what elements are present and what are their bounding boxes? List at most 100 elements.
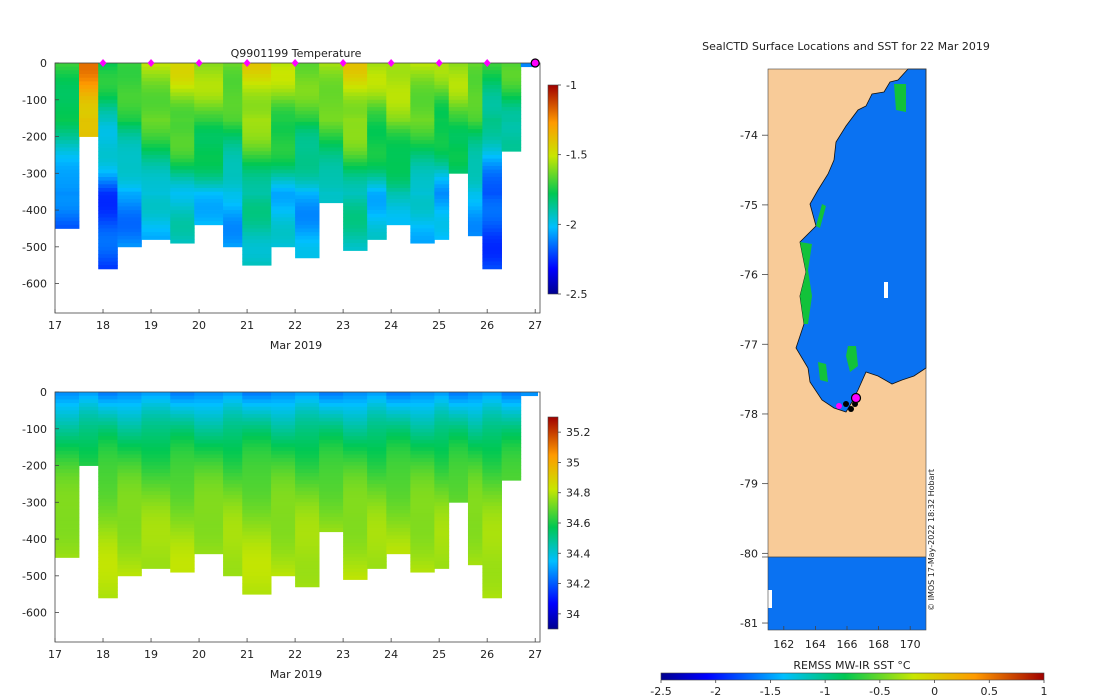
- heatmap-cell: [448, 439, 469, 444]
- heatmap-cell: [117, 425, 142, 430]
- heatmap-cell: [367, 232, 387, 237]
- heatmap-cell: [434, 513, 450, 518]
- heatmap-cell: [55, 63, 80, 68]
- y-tick-label: -200: [22, 460, 47, 473]
- heatmap-cell: [343, 472, 368, 477]
- heatmap-cell: [367, 66, 387, 71]
- heatmap-cell: [367, 531, 387, 536]
- heatmap-cell: [141, 439, 171, 444]
- heatmap-cell: [223, 546, 243, 551]
- heatmap-cell: [141, 561, 171, 566]
- heatmap-cell: [434, 162, 450, 167]
- heatmap-cell: [386, 472, 411, 477]
- heatmap-cell: [319, 173, 344, 178]
- heatmap-cell: [242, 257, 272, 262]
- heatmap-cell: [482, 96, 502, 101]
- heatmap-cell: [242, 472, 272, 477]
- heatmap-cell: [98, 228, 118, 233]
- heatmap-cell: [170, 228, 195, 233]
- heatmap-cell: [295, 414, 320, 419]
- colorbar-tick-label: 35.2: [566, 426, 591, 439]
- heatmap-cell: [79, 410, 99, 415]
- x-tick-label: 27: [528, 648, 542, 661]
- heatmap-cell: [467, 557, 483, 562]
- heatmap-cell: [117, 195, 142, 200]
- heatmap-cell: [170, 524, 195, 529]
- heatmap-cell: [271, 399, 296, 404]
- heatmap-cell: [194, 395, 224, 400]
- heatmap-cell: [501, 114, 522, 119]
- heatmap-cell: [223, 436, 243, 441]
- heatmap-cell: [79, 458, 99, 463]
- heatmap-cell: [319, 136, 344, 141]
- heatmap-cell: [98, 502, 118, 507]
- heatmap-cell: [434, 202, 450, 207]
- heatmap-cell: [343, 132, 368, 137]
- heatmap-cell: [367, 487, 387, 492]
- heatmap-cell: [194, 125, 224, 130]
- heatmap-cell: [242, 586, 272, 591]
- heatmap-cell: [434, 561, 450, 566]
- heatmap-cell: [367, 476, 387, 481]
- heatmap-cell: [410, 92, 435, 97]
- heatmap-cell: [367, 140, 387, 145]
- heatmap-cell: [55, 125, 80, 130]
- heatmap-cell: [242, 417, 272, 422]
- heatmap-cell: [194, 81, 224, 86]
- heatmap-cell: [98, 480, 118, 485]
- heatmap-cell: [467, 151, 483, 156]
- heatmap-cell: [343, 439, 368, 444]
- heatmap-cell: [141, 498, 171, 503]
- heatmap-cell: [482, 465, 502, 470]
- heatmap-cell: [271, 147, 296, 152]
- heatmap-cell: [117, 63, 142, 68]
- heatmap-cell: [223, 465, 243, 470]
- heatmap-cell: [448, 465, 469, 470]
- heatmap-cell: [223, 114, 243, 119]
- heatmap-cell: [271, 74, 296, 79]
- heatmap-cell: [141, 176, 171, 182]
- heatmap-cell: [170, 494, 195, 500]
- heatmap-cell: [482, 169, 502, 174]
- heatmap-cell: [79, 103, 99, 108]
- profile-marker: [387, 59, 395, 67]
- heatmap-cell: [343, 224, 368, 229]
- sst-colorbar-tick-label: -2: [710, 685, 721, 698]
- heatmap-cell: [242, 147, 272, 152]
- heatmap-cell: [501, 147, 522, 152]
- heatmap-cell: [410, 539, 435, 544]
- heatmap-cell: [98, 406, 118, 411]
- heatmap-cell: [386, 140, 411, 145]
- heatmap-cell: [141, 165, 171, 171]
- heatmap-cell: [141, 110, 171, 115]
- heatmap-cell: [319, 520, 344, 525]
- heatmap-cell: [386, 85, 411, 90]
- heatmap-cell: [271, 528, 296, 533]
- heatmap-cell: [271, 77, 296, 82]
- heatmap-cell: [141, 450, 171, 455]
- heatmap-cell: [170, 92, 195, 97]
- heatmap-cell: [98, 447, 118, 452]
- heatmap-cell: [117, 561, 142, 566]
- heatmap-cell: [467, 447, 483, 452]
- heatmap-cell: [98, 524, 118, 529]
- heatmap-cell: [343, 546, 368, 551]
- heatmap-cell: [386, 210, 411, 215]
- heatmap-cell: [194, 476, 224, 481]
- heatmap-cell: [194, 465, 224, 470]
- heatmap-cell: [295, 417, 320, 422]
- heatmap-cell: [295, 110, 320, 115]
- heatmap-cell: [79, 114, 99, 119]
- heatmap-cell: [79, 132, 99, 137]
- heatmap-cell: [79, 399, 99, 404]
- heatmap-cell: [117, 399, 142, 404]
- y-tick-label: -400: [22, 533, 47, 546]
- heatmap-cell: [117, 136, 142, 141]
- heatmap-cell: [170, 458, 195, 463]
- heatmap-cell: [295, 173, 320, 178]
- heatmap-cell: [223, 480, 243, 485]
- heatmap-cell: [343, 188, 368, 193]
- heatmap-cell: [319, 121, 344, 126]
- heatmap-cell: [141, 158, 171, 163]
